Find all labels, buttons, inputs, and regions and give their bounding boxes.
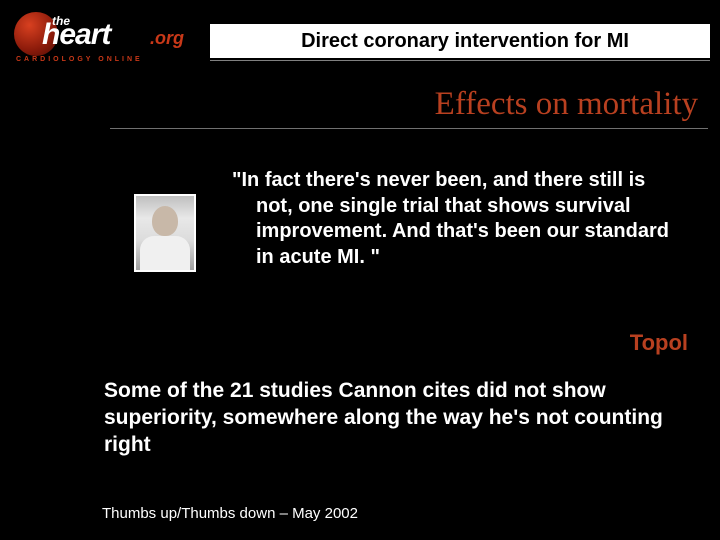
subtitle-underline — [110, 128, 708, 129]
speaker-portrait — [134, 194, 196, 272]
quote-content: "In fact there's never been, and there s… — [208, 168, 670, 270]
quote-attribution: Topol — [630, 330, 688, 356]
logo-heart-text: heart — [42, 18, 110, 52]
header-title: Direct coronary intervention for MI — [230, 28, 700, 55]
slide-subtitle: Effects on mortality — [435, 86, 698, 123]
logo-org-text: .org — [150, 28, 184, 49]
quote-text: "In fact there's never been, and there s… — [208, 168, 670, 270]
site-logo: the heart .org CARDIOLOGY ONLINE — [10, 10, 210, 66]
footer-text: Thumbs up/Thumbs down – May 2002 — [102, 505, 358, 522]
body-paragraph: Some of the 21 studies Cannon cites did … — [104, 378, 680, 459]
header-underline — [210, 60, 710, 61]
logo-tagline: CARDIOLOGY ONLINE — [16, 56, 143, 63]
